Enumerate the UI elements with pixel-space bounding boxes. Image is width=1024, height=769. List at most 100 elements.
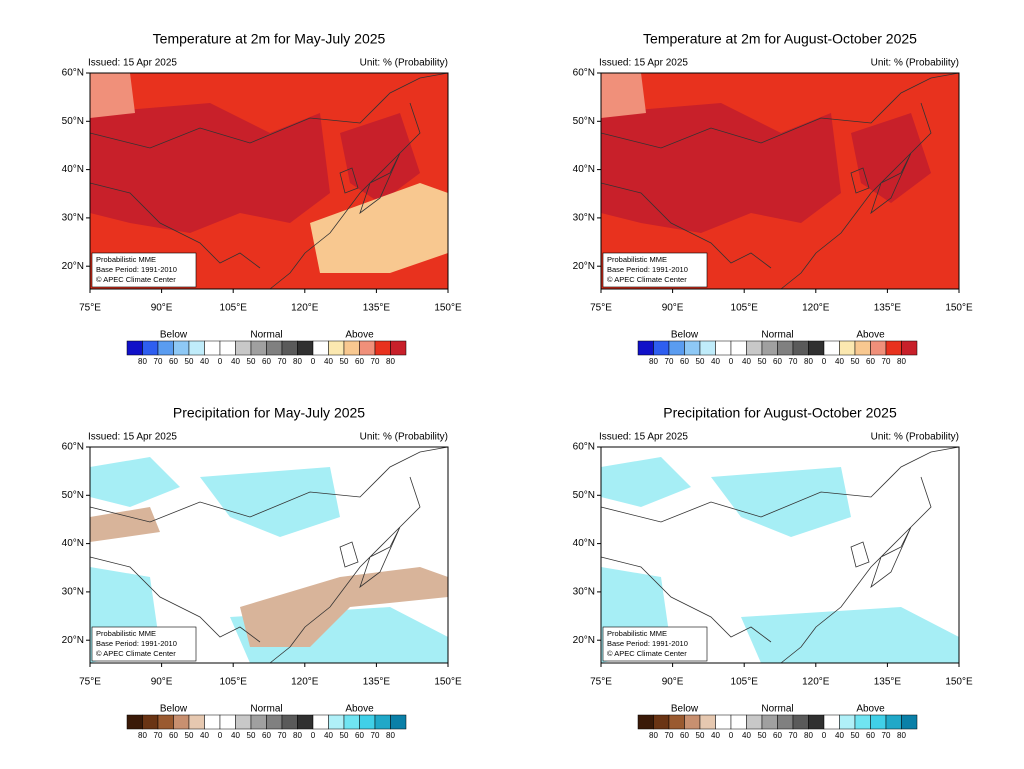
colorbar-label: 0 [822, 731, 827, 740]
info-text: Probabilistic MME [607, 629, 667, 638]
colorbar-box [808, 340, 825, 356]
colorbar-label: 40 [324, 731, 333, 740]
colorbar-box [374, 714, 391, 730]
colorbar-label: 70 [371, 357, 380, 366]
panel-title: Precipitation for August-October 2025 [663, 405, 897, 421]
colorbar-label: 0 [729, 731, 734, 740]
info-text: © APEC Climate Center [96, 649, 176, 658]
colorbar-box [901, 714, 918, 730]
info-text: Base Period: 1991-2010 [607, 639, 688, 648]
info-text: © APEC Climate Center [96, 275, 176, 284]
colorbar-group: Normal [250, 704, 282, 715]
colorbar-box [699, 714, 716, 730]
colorbar-label: 80 [386, 357, 395, 366]
colorbar-label: 50 [185, 357, 194, 366]
colorbar-label: 70 [154, 731, 163, 740]
unit-label: Unit: % (Probability) [360, 432, 448, 443]
colorbar-box [266, 714, 283, 730]
colorbar-box [250, 714, 267, 730]
colorbar-box [359, 714, 376, 730]
map-frame [89, 446, 449, 664]
lon-label: 150°E [434, 303, 462, 314]
colorbar-box [746, 714, 763, 730]
colorbar-label: 50 [758, 731, 767, 740]
issued-date: Issued: 15 Apr 2025 [599, 58, 688, 69]
lon-label: 135°E [363, 303, 391, 314]
lon-label: 75°E [79, 677, 101, 688]
colorbar-group: Below [671, 330, 699, 341]
info-box [91, 252, 197, 288]
colorbar-label: 50 [247, 357, 256, 366]
info-box [602, 626, 708, 662]
colorbar-box [266, 340, 283, 356]
info-text: Base Period: 1991-2010 [607, 265, 688, 274]
colorbar-box [699, 340, 716, 356]
colorbar-label: 50 [851, 731, 860, 740]
lat-label: 30°N [573, 213, 595, 224]
colorbar-label: 50 [696, 731, 705, 740]
colorbar-label: 70 [278, 731, 287, 740]
colorbar-box [808, 714, 825, 730]
colorbar-group: Above [856, 330, 885, 341]
map-panel: Precipitation for May-July 2025 Issued: 1… [62, 405, 462, 740]
colorbar-label: 40 [200, 357, 209, 366]
lon-label: 135°E [363, 677, 391, 688]
colorbar-label: 50 [340, 731, 349, 740]
lat-label: 40°N [62, 538, 84, 549]
colorbar-box [328, 714, 345, 730]
colorbar-box [188, 714, 205, 730]
colorbar-box [312, 714, 329, 730]
lon-label: 105°E [731, 303, 759, 314]
colorbar-box [668, 714, 685, 730]
colorbar-label: 60 [169, 731, 178, 740]
colorbar-label: 40 [711, 357, 720, 366]
lat-label: 30°N [573, 587, 595, 598]
colorbar-box [854, 714, 871, 730]
lat-label: 50°N [62, 116, 84, 127]
colorbar-box [204, 714, 221, 730]
colorbar-box [126, 340, 143, 356]
colorbar-label: 80 [386, 731, 395, 740]
colorbar-group: Normal [761, 330, 793, 341]
colorbar-label: 80 [897, 357, 906, 366]
colorbar-label: 40 [324, 357, 333, 366]
info-text: Base Period: 1991-2010 [96, 265, 177, 274]
map-panel: Temperature at 2m for August-October 202… [573, 31, 973, 366]
colorbar-group: Normal [761, 704, 793, 715]
colorbar-label: 70 [154, 357, 163, 366]
lon-label: 135°E [874, 677, 902, 688]
colorbar-label: 60 [773, 731, 782, 740]
colorbar-box [204, 340, 221, 356]
lon-label: 120°E [802, 677, 830, 688]
colorbar-box [653, 340, 670, 356]
colorbar-box [885, 714, 902, 730]
lon-label: 135°E [874, 303, 902, 314]
info-text: Probabilistic MME [96, 629, 156, 638]
field-region [310, 183, 448, 273]
lon-label: 105°E [731, 677, 759, 688]
colorbar-label: 0 [311, 357, 316, 366]
colorbar-group: Normal [250, 330, 282, 341]
colorbar-group: Above [856, 704, 885, 715]
lat-label: 50°N [573, 116, 595, 127]
field-region [90, 457, 448, 663]
colorbar-label: 70 [278, 357, 287, 366]
lat-label: 20°N [62, 635, 84, 646]
colorbar-label: 80 [897, 731, 906, 740]
colorbar-box [281, 340, 298, 356]
colorbar-box [343, 714, 360, 730]
colorbar-label: 40 [742, 731, 751, 740]
colorbar-label: 60 [680, 731, 689, 740]
colorbar-label: 80 [138, 357, 147, 366]
colorbar-box [637, 714, 654, 730]
colorbar-box [839, 340, 856, 356]
field-region [601, 457, 959, 663]
lon-label: 90°E [662, 303, 684, 314]
panel-title: Precipitation for May-July 2025 [173, 405, 365, 421]
colorbar-label: 50 [185, 731, 194, 740]
colorbar-label: 70 [371, 731, 380, 740]
colorbar-box [730, 340, 747, 356]
colorbar-box [730, 714, 747, 730]
